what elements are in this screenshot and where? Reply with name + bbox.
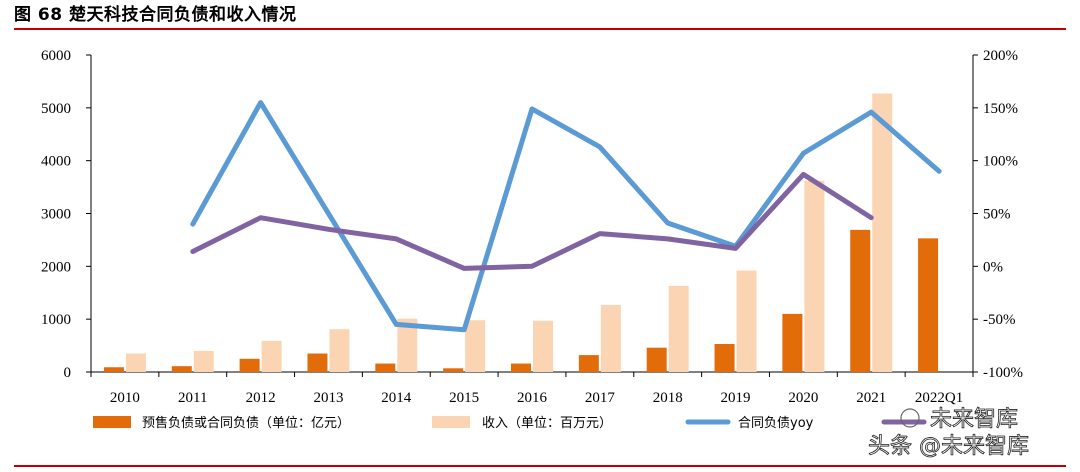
bar-revenue	[397, 318, 418, 372]
x-tick-label: 2022Q1	[915, 390, 963, 406]
y-left-tick-label: 2000	[41, 259, 71, 275]
y-left-tick-label: 6000	[41, 48, 71, 64]
bar-revenue	[465, 320, 486, 372]
bar-revenue	[736, 270, 757, 372]
lines-layer	[190, 100, 942, 333]
y-left-tick-label: 3000	[41, 207, 71, 223]
bar-advance-liability	[646, 347, 667, 372]
x-tick-label: 2013	[313, 390, 343, 406]
bar-revenue	[600, 304, 621, 372]
line-revenue-yoy	[190, 171, 874, 271]
y-right-tick-label: 200%	[983, 48, 1018, 64]
x-tick-label: 2014	[381, 390, 412, 406]
watermark-line1: 未来智库	[930, 407, 1018, 432]
x-tick-label: 2017	[585, 390, 616, 406]
x-tick-label: 2015	[449, 390, 479, 406]
line-contract-yoy	[190, 100, 942, 333]
legend-swatch-advance	[93, 416, 131, 428]
title-rule	[14, 28, 1066, 30]
y-left-tick-label: 1000	[41, 312, 71, 328]
y-right-tick-label: -100%	[983, 365, 1023, 381]
bar-advance-liability	[171, 366, 192, 372]
y-right-tick-label: 50%	[983, 207, 1011, 223]
bar-revenue	[261, 340, 282, 372]
bar-revenue	[193, 350, 214, 372]
y-right-tick-label: 0%	[983, 259, 1003, 275]
bar-advance-liability	[443, 368, 464, 372]
legend-label-advance: 预售负债或合同负债（单位：亿元）	[142, 415, 350, 431]
legend-label-revenue: 收入（单位：百万元）	[482, 416, 612, 431]
axes-layer: 0 1000 2000 3000 4000 5000 6000 -100% -50% 0% 50% 1…	[41, 48, 1023, 406]
bar-revenue	[329, 329, 350, 372]
x-tick-label: 2018	[653, 390, 683, 406]
bar-revenue	[872, 93, 893, 373]
bar-advance-liability	[511, 363, 531, 372]
bar-advance-liability	[714, 343, 735, 372]
bar-advance-liability	[850, 229, 871, 372]
bar-advance-liability	[375, 363, 396, 372]
watermark-icon	[900, 408, 920, 428]
legend: 预售负债或合同负债（单位：亿元） 收入（单位：百万元） 合同负债yoy	[93, 415, 927, 431]
y-right-tick-label: 150%	[983, 101, 1018, 117]
y-left-tick-label: 5000	[41, 101, 71, 117]
x-tick-label: 2019	[721, 390, 751, 406]
figure-title: 图 68 楚天科技合同负债和收入情况	[14, 5, 297, 25]
bars-layer	[103, 93, 939, 373]
x-tick-label: 2021	[856, 390, 886, 406]
legend-label-contract-yoy: 合同负债yoy	[738, 416, 814, 431]
x-tick-label: 2011	[178, 390, 207, 406]
bar-revenue	[533, 320, 553, 372]
bar-advance-liability	[918, 238, 939, 372]
bar-advance-liability	[782, 313, 803, 372]
bar-advance-liability	[103, 367, 124, 372]
y-left-tick-label: 4000	[41, 154, 71, 170]
x-tick-label: 2016	[517, 390, 548, 406]
y-right-tick-label: -50%	[983, 312, 1016, 328]
x-tick-label: 2020	[788, 390, 818, 406]
legend-swatch-revenue	[432, 416, 470, 428]
bar-revenue	[668, 285, 689, 372]
x-tick-label: 2010	[110, 390, 140, 406]
bottom-rule	[14, 465, 1066, 467]
bar-advance-liability	[239, 358, 260, 372]
bar-revenue	[804, 180, 825, 372]
bar-advance-liability	[578, 355, 599, 372]
bar-advance-liability	[307, 353, 328, 372]
watermark-line2: 头条 @未来智库	[868, 434, 1029, 459]
bar-revenue	[125, 353, 146, 372]
y-right-tick-label: 100%	[983, 154, 1018, 170]
y-left-tick-label: 0	[64, 365, 72, 381]
x-tick-label: 2012	[246, 390, 276, 406]
